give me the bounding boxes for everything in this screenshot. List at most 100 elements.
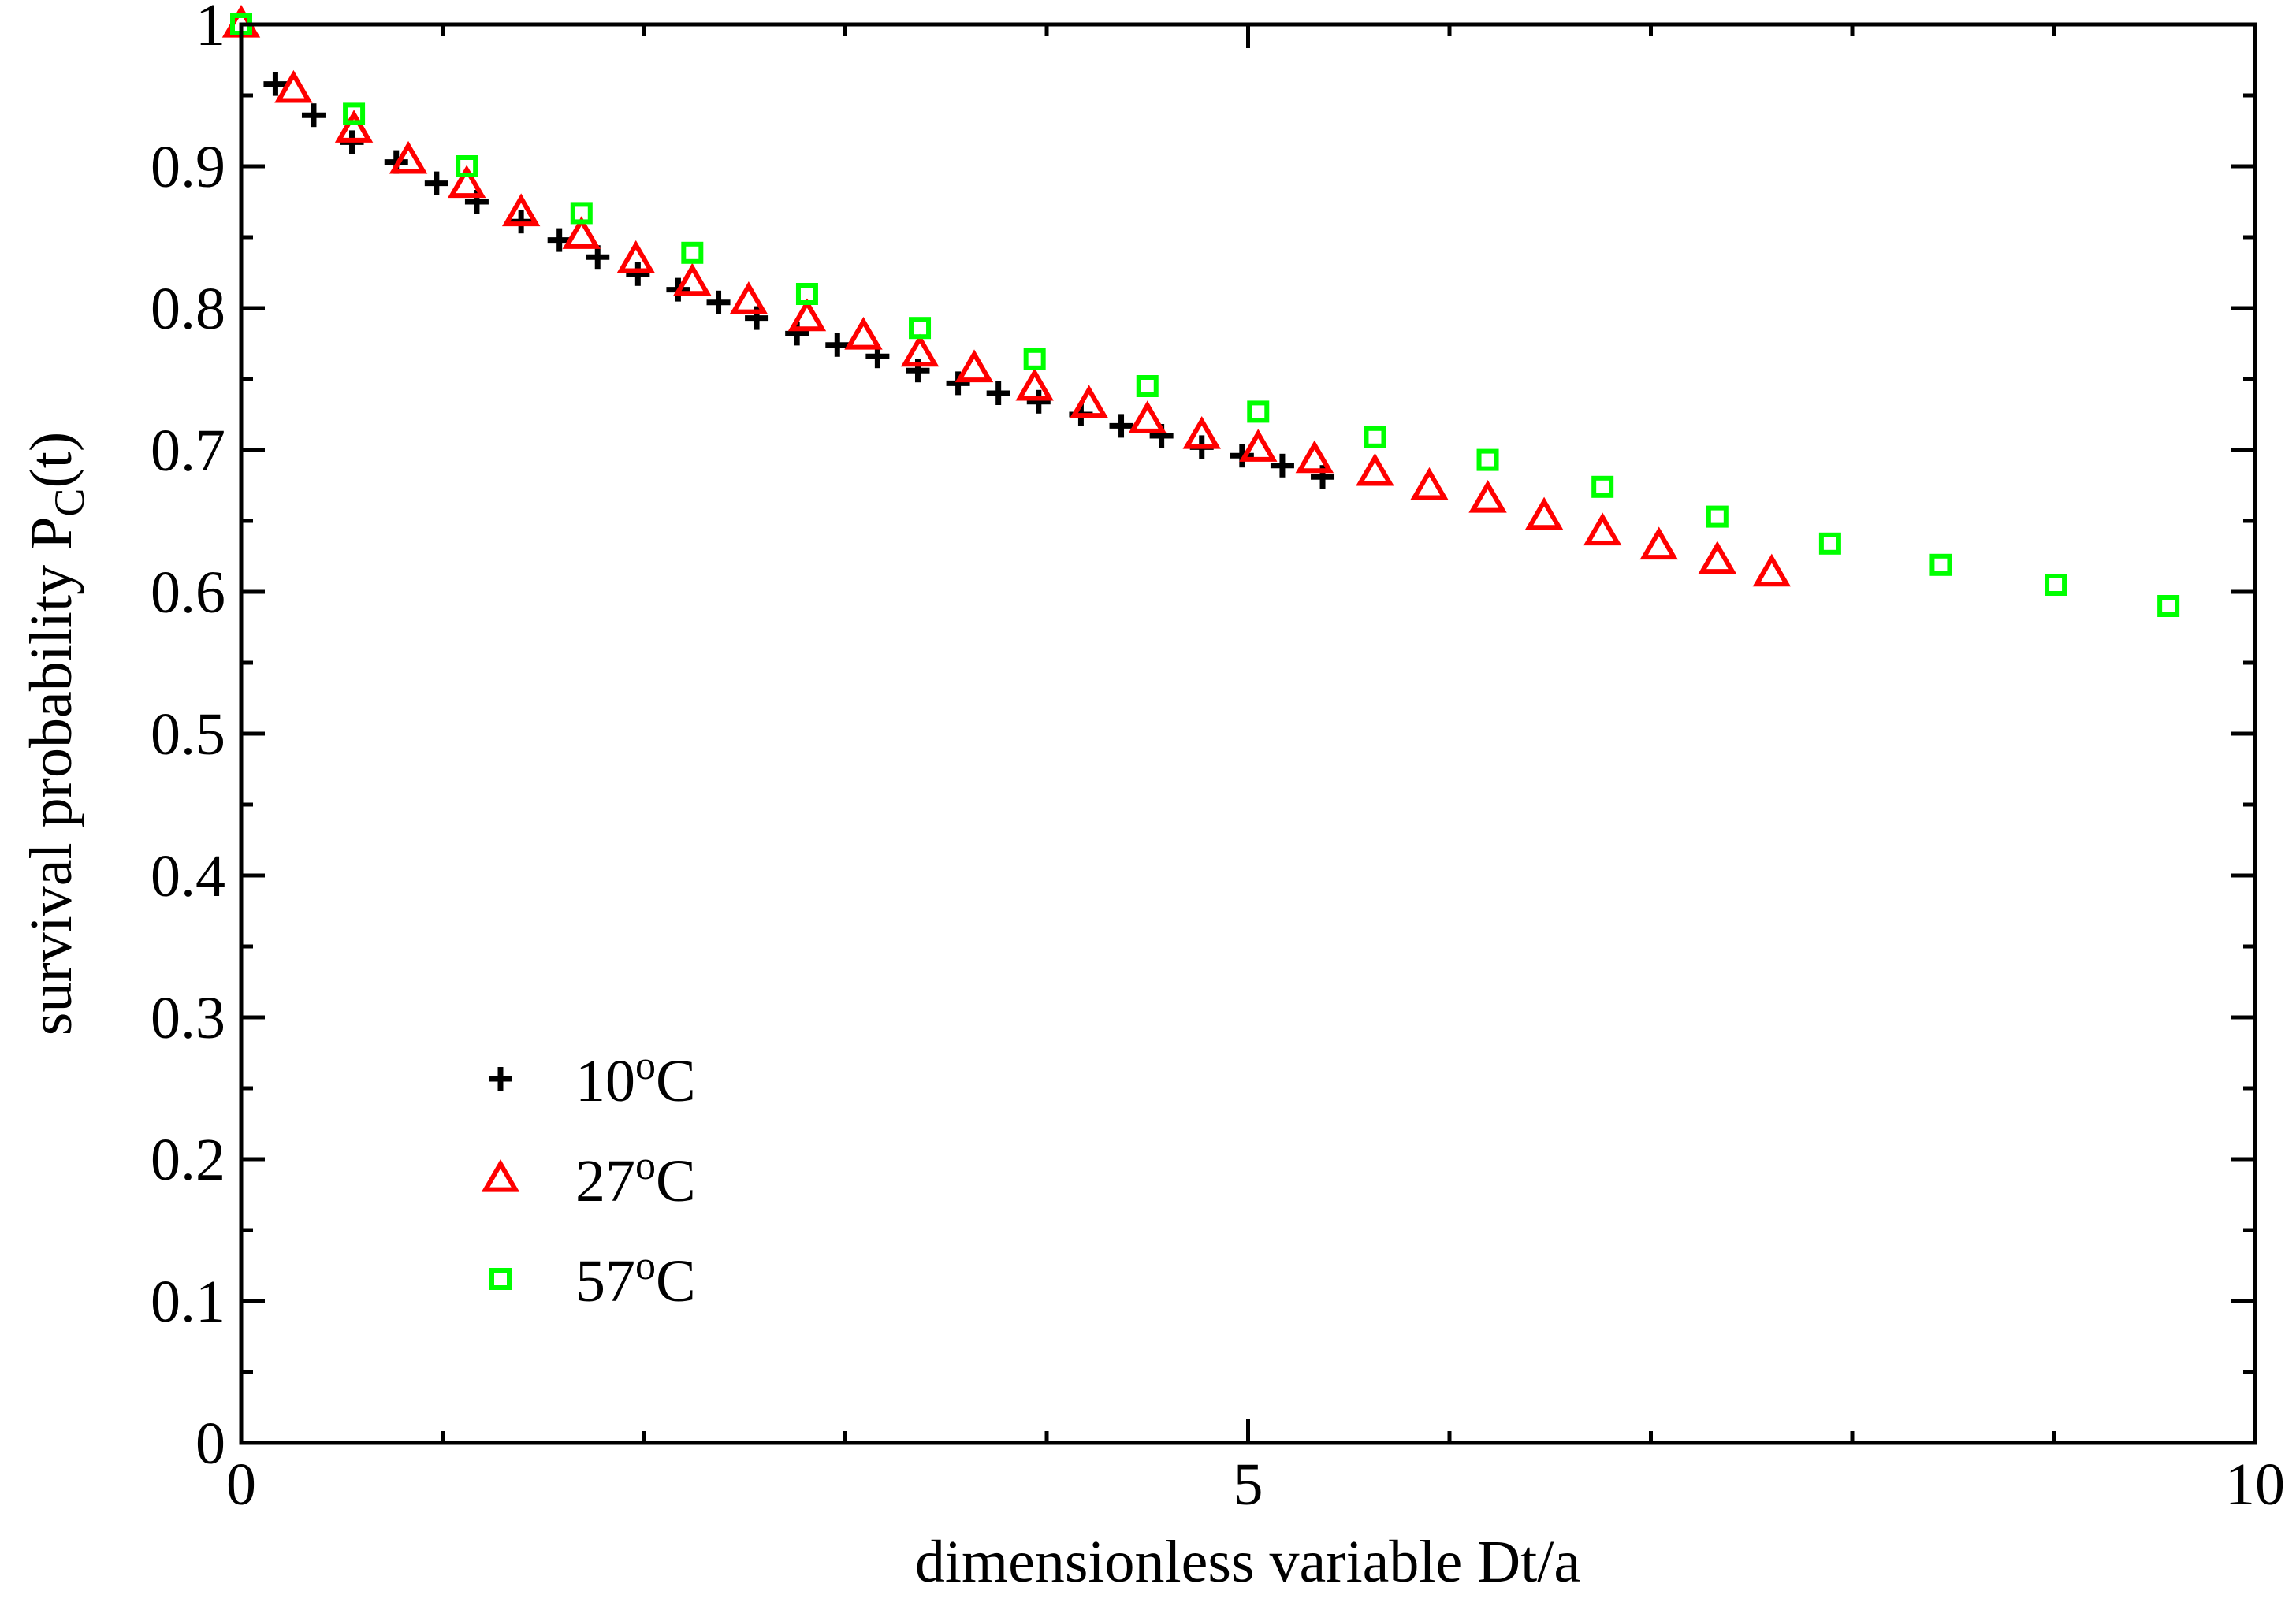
data-point: [447, 165, 486, 199]
data-point: [562, 216, 601, 249]
y-tick-label: 0.1: [151, 1269, 225, 1335]
square-shape: [1591, 475, 1614, 498]
triangle-shape: [844, 317, 883, 350]
square-shape: [456, 155, 478, 177]
data-point: [1639, 526, 1678, 560]
data-point: [1698, 541, 1737, 574]
triangle-shape: [1468, 480, 1507, 513]
legend-marker: [489, 1067, 512, 1091]
data-point: [1476, 448, 1499, 471]
data-point: [1468, 480, 1507, 513]
triangle-shape: [1410, 467, 1449, 500]
triangle-shape: [729, 281, 768, 314]
triangle-shape: [334, 110, 374, 143]
square-shape: [1023, 348, 1046, 370]
data-point: [1070, 385, 1108, 418]
data-point: [1591, 475, 1614, 498]
triangle-shape: [1295, 440, 1334, 474]
data-point: [986, 381, 1010, 405]
data-point: [787, 298, 827, 332]
triangle-shape: [1239, 429, 1278, 462]
data-point: [2045, 574, 2067, 596]
square-shape: [1818, 532, 1841, 555]
square-shape: [1476, 448, 1499, 471]
legend-marker: [489, 1268, 512, 1290]
y-tick-label: 1: [195, 0, 225, 58]
y-axis-label: survival probability PC(t): [18, 432, 93, 1035]
y-axis-label-main: survival probability P: [18, 517, 84, 1036]
axis-labels: dimensionless variable Dt/a survival pro…: [18, 432, 1580, 1595]
data-point: [1752, 553, 1792, 587]
x-axis-label: dimensionless variable Dt/a: [915, 1529, 1580, 1595]
data-point: [900, 333, 940, 367]
legend-label: 57oC: [575, 1244, 696, 1314]
triangle-shape: [562, 216, 601, 249]
series-layer: [221, 5, 2180, 617]
triangle-shape: [1356, 452, 1394, 486]
data-point: [1109, 414, 1133, 438]
square-shape: [681, 241, 704, 264]
y-tick-label: 0: [195, 1411, 225, 1477]
square-shape: [2157, 595, 2180, 617]
data-point: [1295, 440, 1334, 474]
data-point: [456, 155, 478, 177]
triangle-shape: [481, 1159, 520, 1192]
square-shape: [1364, 426, 1386, 448]
legend-entry: 57oC: [489, 1244, 696, 1314]
triangle-shape: [447, 165, 486, 199]
data-point: [1270, 453, 1294, 478]
data-point: [274, 69, 313, 103]
data-point: [844, 317, 883, 350]
triangle-shape: [616, 240, 655, 273]
legend-label: 10oC: [575, 1043, 696, 1114]
y-axis-label-tail: (t): [18, 432, 84, 489]
data-point: [1230, 444, 1254, 468]
legend-entry: 27oC: [481, 1143, 696, 1214]
legend-label-number: 57: [575, 1248, 635, 1314]
data-point: [334, 110, 374, 143]
data-point: [2157, 595, 2180, 617]
data-point: [626, 262, 650, 286]
y-tick-label: 0.7: [151, 418, 225, 484]
square-shape: [489, 1268, 512, 1290]
square-shape: [570, 202, 593, 225]
data-point: [1818, 532, 1841, 555]
data-point: [946, 371, 970, 396]
y-axis-label-subscript: C: [46, 489, 93, 517]
data-point: [1026, 389, 1051, 414]
x-tick-label: 5: [1234, 1452, 1263, 1518]
data-point: [954, 349, 994, 383]
data-point: [1356, 452, 1394, 486]
square-shape: [1247, 400, 1270, 423]
data-point: [1410, 467, 1449, 500]
triangle-shape: [1524, 496, 1564, 530]
legend-label-unit: C: [656, 1148, 696, 1214]
triangle-shape: [1583, 512, 1622, 546]
triangle-shape: [501, 193, 541, 227]
data-point: [785, 322, 809, 346]
series-2: [230, 13, 2180, 617]
legend-label-number: 27: [575, 1148, 635, 1214]
series-0: [263, 72, 1335, 489]
data-point: [389, 140, 428, 174]
data-point: [301, 103, 326, 128]
legend-label-unit: C: [656, 1248, 696, 1314]
triangle-shape: [274, 69, 313, 103]
legend-label-degree: o: [635, 1143, 656, 1188]
triangle-shape: [673, 262, 712, 296]
data-point: [616, 240, 655, 273]
legend-label-number: 10: [575, 1048, 635, 1114]
data-point: [343, 102, 366, 125]
series-1: [221, 5, 1792, 587]
data-point: [1247, 400, 1270, 423]
triangle-shape: [1070, 385, 1108, 418]
legend-label-degree: o: [635, 1244, 656, 1288]
square-shape: [1706, 505, 1729, 528]
data-point: [547, 228, 571, 252]
data-point: [1364, 426, 1386, 448]
y-tick-label: 0.4: [151, 843, 225, 909]
data-point: [825, 333, 850, 357]
